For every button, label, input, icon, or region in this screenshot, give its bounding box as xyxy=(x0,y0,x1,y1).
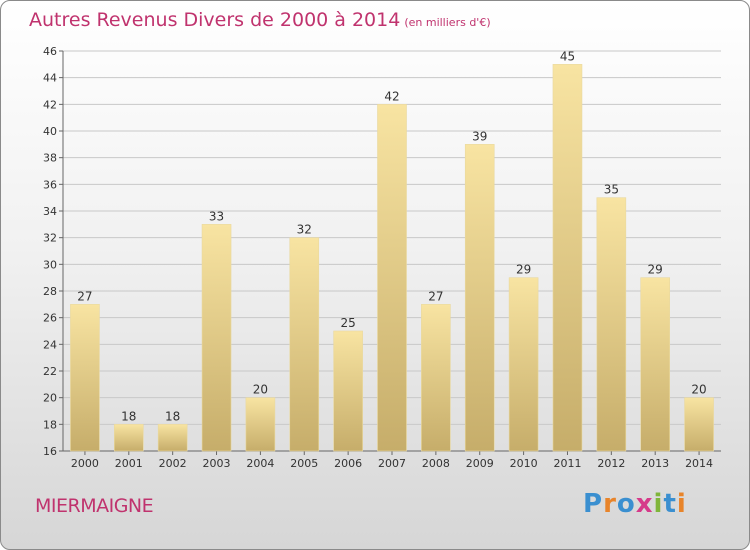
x-tick-label: 2012 xyxy=(597,457,625,470)
y-tick-label: 38 xyxy=(43,152,57,165)
x-tick-label: 2011 xyxy=(553,457,581,470)
bar xyxy=(70,304,100,452)
y-tick-label: 44 xyxy=(43,72,57,85)
bar xyxy=(377,104,407,452)
data-label: 20 xyxy=(253,383,268,397)
chart-title-text: Autres Revenus Divers de 2000 à 2014 xyxy=(29,9,401,31)
data-label: 27 xyxy=(428,289,443,303)
chart-title: Autres Revenus Divers de 2000 à 2014 (en … xyxy=(29,9,491,31)
bar xyxy=(640,277,671,452)
proxiti-logo: Proxiti xyxy=(583,489,687,519)
chart-subtitle: (en milliers d'€) xyxy=(404,16,491,29)
y-tick-label: 24 xyxy=(43,338,57,351)
x-tick-label: 2005 xyxy=(290,457,318,470)
y-tick-label: 22 xyxy=(43,365,57,378)
x-tick-label: 2004 xyxy=(246,457,274,470)
x-tick-label: 2000 xyxy=(71,457,99,470)
y-tick-label: 18 xyxy=(43,418,57,431)
y-tick-label: 34 xyxy=(43,205,57,218)
bar xyxy=(333,330,363,452)
data-label: 45 xyxy=(560,49,575,63)
bar xyxy=(421,304,451,452)
data-label: 18 xyxy=(121,409,136,423)
data-label: 35 xyxy=(604,183,619,197)
x-tick-label: 2013 xyxy=(641,457,669,470)
data-label: 27 xyxy=(77,289,92,303)
bar xyxy=(201,224,232,452)
brand-letter: P xyxy=(583,489,604,519)
y-tick-label: 40 xyxy=(43,125,57,138)
data-label: 32 xyxy=(297,223,312,237)
data-label: 20 xyxy=(691,383,706,397)
y-tick-label: 30 xyxy=(43,258,57,271)
bar xyxy=(289,237,320,452)
x-tick-label: 2007 xyxy=(378,457,406,470)
y-tick-label: 46 xyxy=(43,45,57,58)
x-tick-label: 2006 xyxy=(334,457,362,470)
y-tick-label: 36 xyxy=(43,178,57,191)
data-label: 42 xyxy=(384,89,399,103)
x-tick-label: 2010 xyxy=(510,457,538,470)
x-tick-label: 2002 xyxy=(159,457,187,470)
bar xyxy=(464,144,495,452)
y-tick-label: 26 xyxy=(43,312,57,325)
y-tick-label: 42 xyxy=(43,98,57,111)
data-label: 39 xyxy=(472,129,487,143)
brand-letter: i xyxy=(653,489,664,519)
data-label: 29 xyxy=(516,263,531,277)
brand-letter: i xyxy=(676,489,687,519)
bar xyxy=(596,197,627,452)
bar xyxy=(245,397,276,452)
x-tick-label: 2009 xyxy=(466,457,494,470)
bar xyxy=(157,424,188,452)
data-label: 29 xyxy=(648,263,663,277)
bar xyxy=(508,277,539,452)
data-label: 25 xyxy=(340,316,355,330)
brand-letter: r xyxy=(603,489,617,519)
brand-letter: x xyxy=(635,489,654,519)
brand-letter: t xyxy=(663,489,677,519)
place-name: MIERMAIGNE xyxy=(35,495,154,517)
y-tick-label: 28 xyxy=(43,285,57,298)
brand-letter: o xyxy=(616,489,636,519)
x-tick-label: 2014 xyxy=(685,457,713,470)
data-label: 18 xyxy=(165,409,180,423)
y-tick-label: 20 xyxy=(43,392,57,405)
bar xyxy=(684,397,714,452)
x-tick-label: 2001 xyxy=(115,457,143,470)
bar xyxy=(552,64,583,452)
y-tick-label: 32 xyxy=(43,232,57,245)
x-tick-label: 2003 xyxy=(203,457,231,470)
data-label: 33 xyxy=(209,209,224,223)
y-tick-label: 16 xyxy=(43,445,57,458)
x-tick-label: 2008 xyxy=(422,457,450,470)
bar xyxy=(114,424,144,452)
